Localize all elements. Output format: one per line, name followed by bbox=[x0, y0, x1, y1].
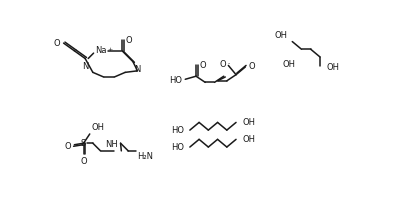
Text: OH: OH bbox=[242, 118, 255, 127]
Text: O: O bbox=[65, 142, 71, 151]
Text: O: O bbox=[125, 36, 132, 44]
Text: H₂N: H₂N bbox=[137, 152, 153, 162]
Text: NH: NH bbox=[105, 140, 117, 149]
Text: O: O bbox=[248, 63, 254, 72]
Text: HO: HO bbox=[170, 126, 183, 135]
Text: N: N bbox=[82, 62, 88, 71]
Text: HO: HO bbox=[169, 76, 182, 85]
Text: O: O bbox=[54, 39, 60, 48]
Text: -: - bbox=[227, 61, 229, 66]
Text: S: S bbox=[81, 139, 86, 148]
Text: O: O bbox=[80, 157, 87, 166]
Text: OH: OH bbox=[242, 135, 255, 144]
Text: O: O bbox=[198, 61, 205, 70]
Text: HO: HO bbox=[170, 143, 183, 152]
Text: OH: OH bbox=[282, 60, 295, 69]
Text: +: + bbox=[107, 47, 112, 52]
Text: OH: OH bbox=[274, 31, 287, 40]
Text: OH: OH bbox=[91, 123, 104, 132]
Text: N: N bbox=[134, 65, 140, 74]
Text: Na: Na bbox=[95, 46, 106, 55]
Text: O: O bbox=[219, 60, 225, 69]
Text: OH: OH bbox=[325, 63, 338, 72]
